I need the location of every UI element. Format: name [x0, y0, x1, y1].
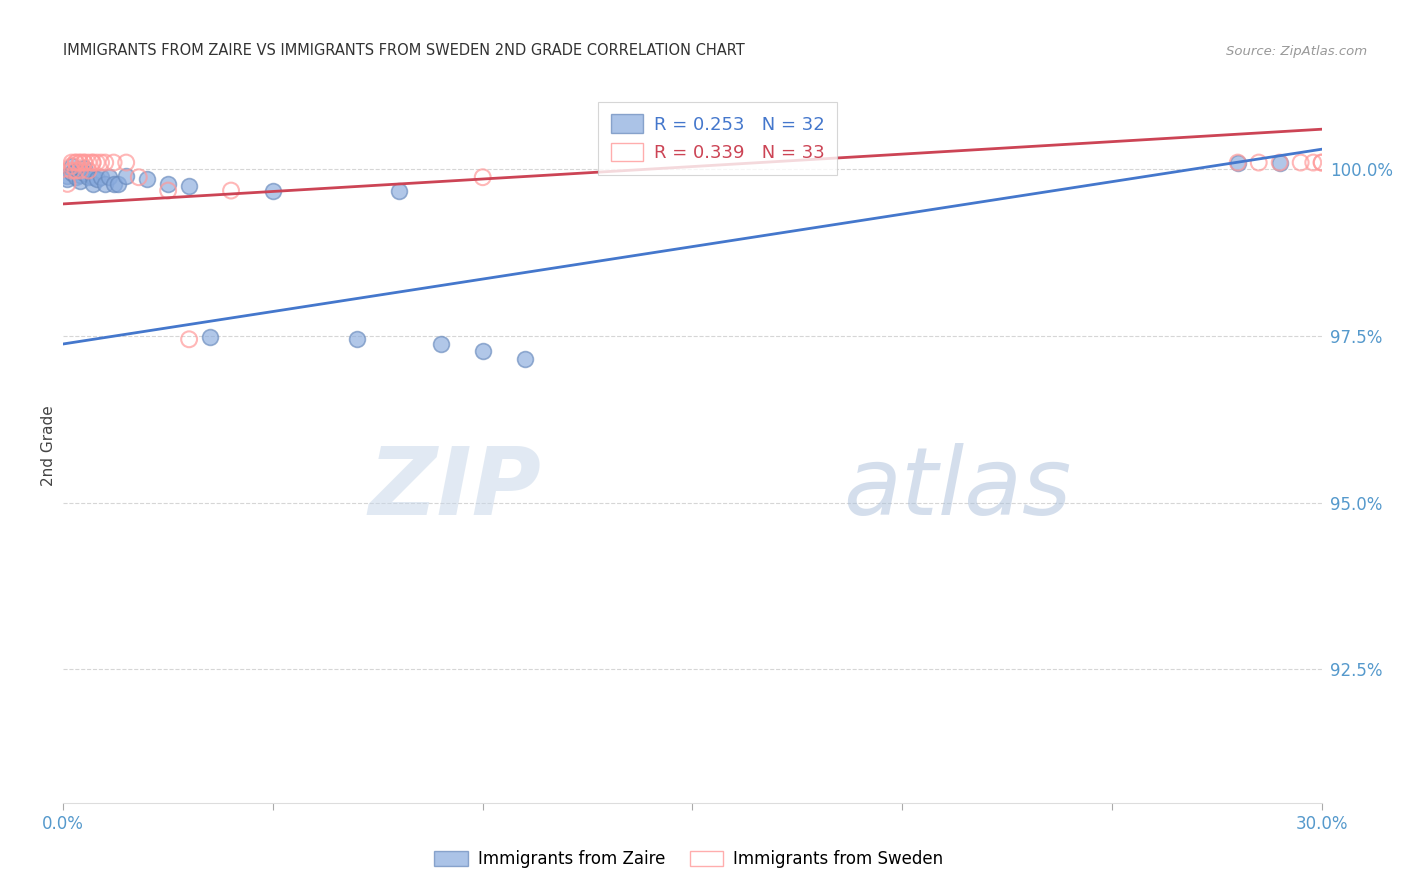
- Point: [60, 159, 83, 173]
- Point: [430, 337, 453, 351]
- Point: [1310, 155, 1333, 169]
- Point: [1247, 155, 1270, 169]
- Point: [471, 343, 494, 358]
- Point: [73, 155, 96, 169]
- Point: [1226, 155, 1249, 169]
- Point: [77, 155, 100, 169]
- Point: [107, 177, 129, 191]
- Point: [103, 155, 125, 169]
- Point: [82, 155, 104, 169]
- Point: [60, 159, 83, 173]
- Legend: R = 0.253   N = 32, R = 0.339   N = 33: R = 0.253 N = 32, R = 0.339 N = 33: [598, 102, 838, 175]
- Point: [94, 177, 117, 191]
- Point: [1226, 155, 1249, 169]
- Point: [471, 170, 494, 185]
- Point: [1289, 155, 1312, 169]
- Point: [56, 172, 79, 186]
- Point: [1268, 155, 1291, 169]
- Text: IMMIGRANTS FROM ZAIRE VS IMMIGRANTS FROM SWEDEN 2ND GRADE CORRELATION CHART: IMMIGRANTS FROM ZAIRE VS IMMIGRANTS FROM…: [63, 43, 745, 58]
- Point: [86, 155, 108, 169]
- Point: [86, 172, 108, 186]
- Point: [82, 170, 104, 185]
- Point: [77, 170, 100, 185]
- Point: [1268, 155, 1291, 169]
- Point: [1310, 155, 1333, 169]
- Point: [60, 165, 83, 179]
- Point: [262, 184, 284, 198]
- Point: [136, 172, 159, 186]
- Legend: Immigrants from Zaire, Immigrants from Sweden: Immigrants from Zaire, Immigrants from S…: [427, 844, 950, 875]
- Point: [69, 155, 91, 169]
- Point: [69, 163, 91, 178]
- Point: [157, 177, 180, 191]
- Y-axis label: 2nd Grade: 2nd Grade: [41, 406, 56, 486]
- Point: [98, 170, 121, 185]
- Point: [198, 330, 221, 344]
- Point: [60, 163, 83, 178]
- Point: [388, 184, 411, 198]
- Point: [65, 163, 87, 178]
- Point: [219, 184, 242, 198]
- Point: [115, 155, 138, 169]
- Point: [65, 155, 87, 169]
- Point: [69, 155, 91, 169]
- Point: [179, 178, 201, 193]
- Point: [69, 174, 91, 188]
- Point: [73, 165, 96, 179]
- Point: [77, 163, 100, 178]
- Point: [82, 177, 104, 191]
- Point: [65, 155, 87, 169]
- Point: [179, 332, 201, 346]
- Text: Source: ZipAtlas.com: Source: ZipAtlas.com: [1226, 45, 1367, 58]
- Point: [65, 170, 87, 185]
- Point: [56, 169, 79, 183]
- Point: [128, 170, 150, 185]
- Point: [73, 155, 96, 169]
- Point: [73, 161, 96, 175]
- Point: [82, 155, 104, 169]
- Point: [513, 352, 536, 367]
- Point: [94, 155, 117, 169]
- Point: [346, 332, 368, 346]
- Point: [65, 163, 87, 178]
- Point: [56, 177, 79, 191]
- Point: [157, 184, 180, 198]
- Point: [115, 169, 138, 183]
- Point: [103, 177, 125, 191]
- Point: [90, 170, 112, 185]
- Text: ZIP: ZIP: [368, 442, 541, 535]
- Text: atlas: atlas: [844, 443, 1071, 534]
- Point: [60, 155, 83, 169]
- Point: [90, 155, 112, 169]
- Point: [69, 168, 91, 182]
- Point: [1302, 155, 1324, 169]
